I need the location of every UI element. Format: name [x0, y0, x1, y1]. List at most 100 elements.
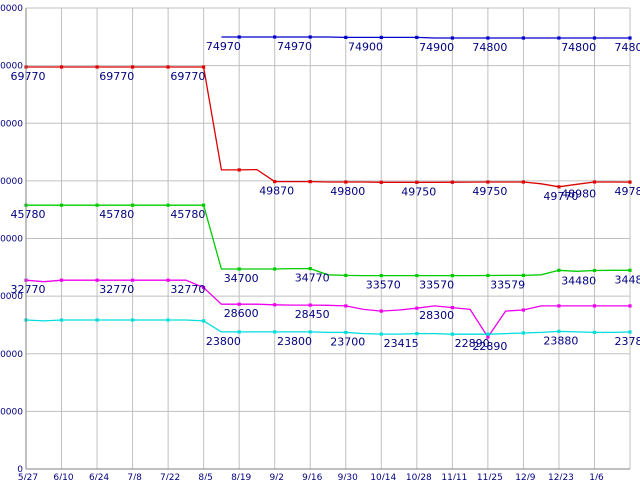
- data-point-label: 74900: [348, 40, 383, 53]
- series-marker-blue-series: [237, 35, 241, 39]
- series-marker-green-series: [166, 203, 170, 207]
- data-point-label: 23700: [330, 335, 365, 348]
- series-marker-green-series: [450, 274, 454, 278]
- series-marker-magenta-series: [344, 304, 348, 308]
- series-marker-red-series: [521, 180, 525, 184]
- data-point-label: 34700: [224, 272, 259, 285]
- data-point-label: 49750: [472, 185, 507, 198]
- data-point-label: 23880: [543, 334, 578, 347]
- data-point-label: 22890: [455, 337, 490, 350]
- x-tick-label: 12/9: [515, 473, 535, 480]
- x-tick-label: 1/6: [589, 473, 604, 480]
- series-marker-cyan-series: [202, 319, 206, 323]
- series-marker-green-series: [273, 267, 277, 271]
- series-marker-cyan-series: [95, 318, 99, 322]
- series-marker-blue-series: [628, 36, 632, 40]
- data-series-group: [24, 35, 632, 339]
- x-tick-label: 11/25: [477, 473, 503, 480]
- series-marker-blue-series: [415, 35, 419, 39]
- series-marker-cyan-series: [557, 329, 561, 333]
- y-tick-label: 70000: [0, 62, 23, 72]
- series-marker-cyan-series: [166, 318, 170, 322]
- series-marker-red-series: [379, 180, 383, 184]
- data-point-label: 32770: [170, 283, 205, 296]
- data-point-label: 28450: [295, 308, 330, 321]
- series-marker-red-series: [557, 185, 561, 189]
- data-point-label: 45780: [170, 208, 205, 221]
- data-point-labels: 74970 74970 74900 74900 74800 74800 74800 69770…: [11, 40, 640, 353]
- data-point-label: 49870: [259, 185, 294, 198]
- x-tick-label: 8/19: [231, 473, 251, 480]
- series-marker-blue-series: [450, 36, 454, 40]
- series-marker-cyan-series: [273, 330, 277, 334]
- series-marker-cyan-series: [237, 330, 241, 334]
- x-tick-label: 11/11: [441, 473, 467, 480]
- y-tick-label: 30000: [0, 292, 23, 302]
- series-marker-magenta-series: [59, 278, 64, 282]
- data-point-label: 74800: [561, 41, 596, 54]
- y-tick-label: 60000: [0, 119, 23, 129]
- y-tick-label: 20000: [0, 350, 23, 360]
- data-point-label: 49750: [401, 185, 436, 198]
- data-point-label: 34480: [615, 273, 640, 286]
- data-point-label: 69770: [11, 70, 46, 83]
- series-marker-magenta-series: [273, 303, 277, 307]
- series-marker-cyan-series: [628, 330, 632, 334]
- data-point-label: 23800: [277, 335, 312, 348]
- series-marker-blue-series: [486, 36, 490, 40]
- data-point-label: 33570: [419, 279, 454, 292]
- data-point-label: 45780: [99, 208, 134, 221]
- series-marker-magenta-series: [592, 304, 597, 308]
- data-point-label: 49800: [330, 185, 365, 198]
- series-marker-magenta-series: [237, 302, 241, 306]
- series-marker-green-series: [486, 273, 490, 278]
- data-point-label: 74800: [615, 41, 640, 54]
- series-marker-magenta-series: [415, 306, 419, 310]
- series-marker-magenta-series: [308, 303, 312, 307]
- series-marker-red-series: [273, 180, 277, 184]
- series-marker-cyan-series: [379, 332, 383, 336]
- data-point-label: 48980: [561, 187, 596, 200]
- data-point-label: 34480: [561, 274, 596, 287]
- x-tick-label: 9/16: [302, 473, 322, 480]
- data-point-label: 74800: [472, 41, 507, 54]
- series-marker-blue-series: [308, 35, 312, 39]
- x-axis-tick-labels: 5/27 6/10 6/24 7/8 7/22 8/5 8/19 9/2 9/16 9/30 10/…: [18, 473, 604, 480]
- data-point-label: 33579: [490, 278, 525, 291]
- series-marker-cyan-series: [521, 331, 525, 335]
- series-marker-magenta-series: [486, 335, 490, 339]
- data-point-label: 74970: [277, 40, 312, 53]
- series-marker-blue-series: [521, 36, 525, 40]
- series-marker-cyan-series: [592, 330, 597, 334]
- data-point-label: 28600: [224, 307, 259, 320]
- data-point-label: 23415: [384, 337, 419, 350]
- series-marker-cyan-series: [486, 332, 490, 336]
- x-tick-label: 7/22: [160, 473, 180, 480]
- series-marker-blue-series: [273, 35, 277, 39]
- series-marker-red-series: [628, 180, 632, 184]
- x-tick-label: 8/5: [198, 473, 212, 480]
- series-marker-magenta-series: [521, 308, 525, 312]
- data-point-label: 74970: [206, 40, 241, 53]
- series-marker-cyan-series: [344, 330, 348, 334]
- series-marker-red-series: [415, 180, 419, 184]
- series-marker-green-series: [59, 203, 64, 207]
- x-tick-label: 6/24: [89, 473, 109, 480]
- data-point-label: 23780: [615, 335, 640, 348]
- data-point-label: 23800: [206, 335, 241, 348]
- axes: [25, 8, 630, 470]
- series-marker-magenta-series: [166, 278, 170, 282]
- series-marker-cyan-series: [415, 332, 419, 336]
- series-marker-green-series: [379, 274, 383, 278]
- data-point-label: 32770: [11, 283, 46, 296]
- series-marker-red-series: [308, 180, 312, 184]
- y-tick-label: 10000: [0, 407, 23, 417]
- series-marker-magenta-series: [95, 278, 99, 282]
- x-tick-label: 10/28: [406, 473, 432, 480]
- series-marker-green-series: [521, 273, 525, 277]
- series-marker-magenta-series: [202, 285, 206, 290]
- data-point-label: 22890: [472, 340, 507, 353]
- data-point-label: 74900: [419, 41, 454, 54]
